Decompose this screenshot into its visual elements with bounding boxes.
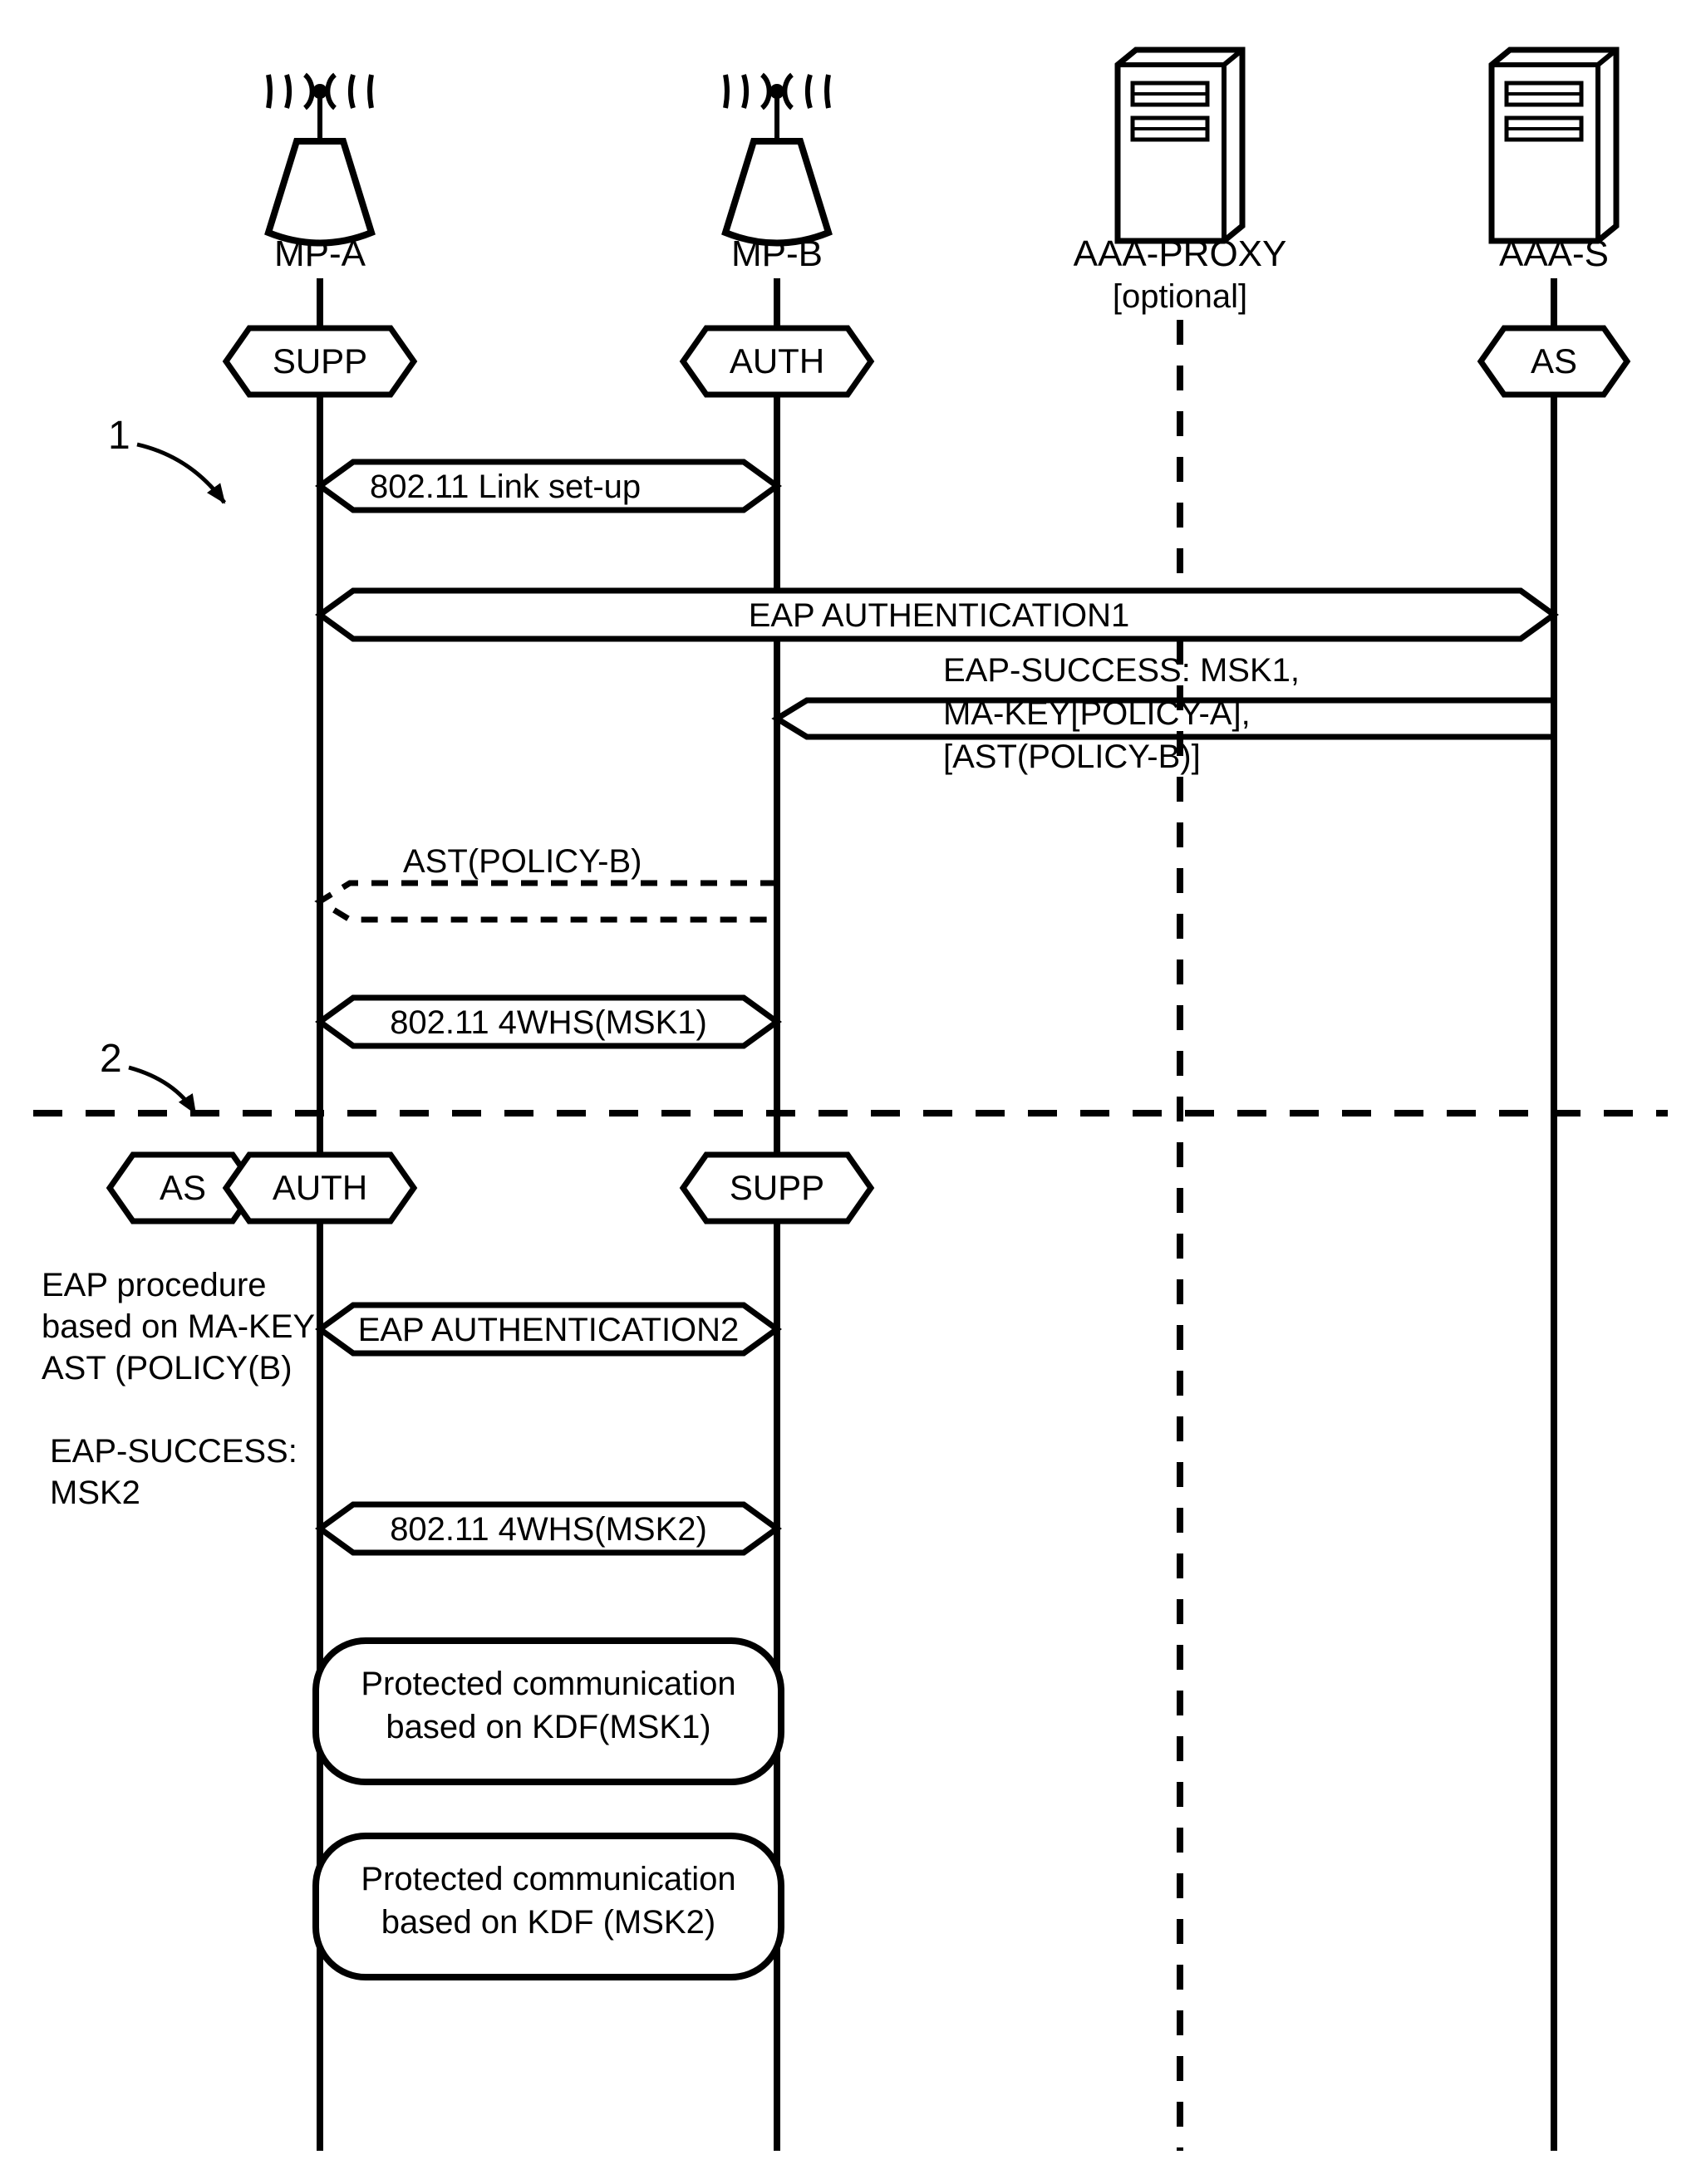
- antenna-icon: [268, 75, 371, 243]
- antenna-icon: [725, 75, 828, 243]
- message-label: AST(POLICY-B): [403, 843, 642, 880]
- side-note: AST (POLICY(B): [42, 1350, 293, 1386]
- message-label: 802.11 Link set-up: [370, 469, 641, 505]
- side-note: EAP procedure: [42, 1267, 267, 1303]
- phase-pointer: [129, 1067, 195, 1113]
- role-label: SUPP: [730, 1168, 824, 1207]
- role-label: AS: [160, 1168, 206, 1207]
- message-arrow: [320, 883, 777, 920]
- message-label: 802.11 4WHS(MSK2): [390, 1511, 707, 1548]
- actor-label: MP-B: [731, 233, 823, 274]
- phase-number: 1: [108, 414, 130, 458]
- actor-label: AAA-PROXY: [1074, 233, 1287, 274]
- state-label: based on KDF (MSK2): [381, 1904, 715, 1941]
- role-label: SUPP: [273, 341, 367, 380]
- message-label: 802.11 4WHS(MSK1): [390, 1004, 707, 1041]
- actor-label: MP-A: [274, 233, 366, 274]
- actor-sublabel: [optional]: [1113, 278, 1247, 315]
- side-note: EAP-SUCCESS:: [50, 1433, 297, 1470]
- message-label: EAP-SUCCESS: MSK1,: [943, 652, 1300, 689]
- message-label: MA-KEY[POLICY-A],: [943, 695, 1251, 732]
- server-icon: [1492, 50, 1616, 241]
- side-note: based on MA-KEY: [42, 1308, 315, 1345]
- role-label: AUTH: [273, 1168, 367, 1207]
- side-note: MSK2: [50, 1475, 140, 1511]
- state-label: Protected communication: [361, 1861, 735, 1897]
- sequence-diagram: MP-A MP-B AAA-PROXY [optional] AAA-S SUPP AUTH…: [33, 33, 1668, 2151]
- message-label: [AST(POLICY-B)]: [943, 739, 1201, 775]
- phase-pointer: [137, 444, 224, 503]
- role-label: AUTH: [730, 341, 824, 380]
- role-label: AS: [1531, 341, 1577, 380]
- server-icon: [1118, 50, 1242, 241]
- state-label: Protected communication: [361, 1666, 735, 1702]
- state-label: based on KDF(MSK1): [386, 1709, 710, 1745]
- message-label: EAP AUTHENTICATION1: [749, 597, 1130, 634]
- phase-number: 2: [100, 1037, 122, 1081]
- actor-label: AAA-S: [1499, 233, 1609, 274]
- message-label: EAP AUTHENTICATION2: [358, 1312, 740, 1348]
